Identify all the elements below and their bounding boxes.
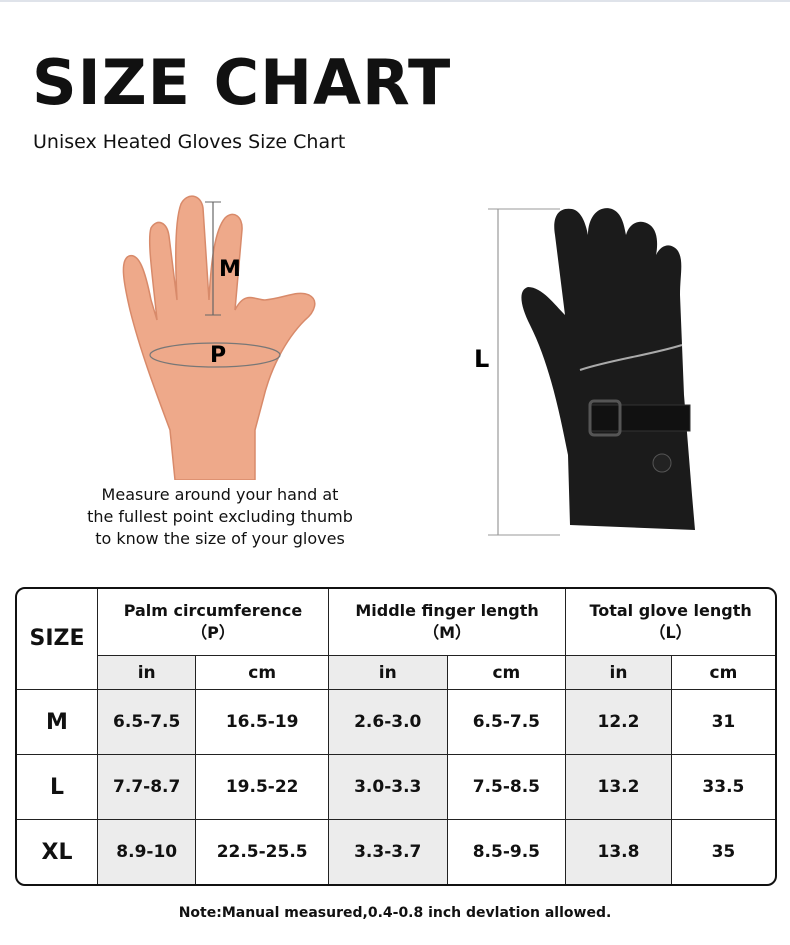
label-l: L [474, 345, 489, 373]
value-cell: 12.2 [566, 690, 672, 755]
caption-line: to know the size of your gloves [95, 529, 345, 548]
group-name: Palm circumference [123, 601, 303, 620]
value-cell: 13.8 [566, 820, 672, 884]
label-p: P [210, 343, 226, 368]
group-header-palm: Palm circumference （P） [98, 589, 329, 656]
caption-line: the fullest point excluding thumb [87, 507, 353, 526]
value-cell: 19.5-22 [196, 755, 329, 820]
value-cell: 31 [671, 690, 775, 755]
group-header-total-length: Total glove length （L） [566, 589, 775, 656]
measurement-note: Note:Manual measured,0.4-0.8 inch devlat… [178, 905, 612, 921]
value-cell: 33.5 [671, 755, 775, 820]
group-code: （P） [191, 623, 235, 642]
size-header: SIZE [17, 589, 98, 690]
size-cell: M [17, 690, 98, 755]
measure-caption: Measure around your hand at the fullest … [60, 484, 380, 550]
value-cell: 3.3-3.7 [328, 820, 448, 884]
value-cell: 2.6-3.0 [328, 690, 448, 755]
value-cell: 35 [711, 842, 736, 862]
glove-length-illustration: L [474, 208, 695, 536]
value-cell: 7.7-8.7 [98, 755, 197, 820]
group-header-middle-finger: Middle finger length （M） [328, 589, 567, 656]
value-cell: 8.5-9.5 [448, 820, 567, 884]
caption-line: Measure around your hand at [101, 485, 339, 504]
label-m: M [219, 257, 241, 282]
unit-header: cm [196, 656, 329, 690]
value-cell: 7.5-8.5 [447, 755, 567, 820]
group-code: （L） [649, 623, 692, 642]
value-cell: 16.5-19 [196, 690, 329, 755]
unit-header: in [566, 656, 672, 690]
value-cell: 6.5-7.5 [98, 690, 197, 755]
unit-header: in [98, 656, 197, 690]
value-cell: 6.5-7.5 [447, 690, 567, 755]
table-row: XL 8.9-10 22.5-25.5 3.3-3.7 8.5-9.5 13.8… [17, 820, 775, 884]
page-title: SIZE CHART [32, 46, 452, 119]
size-chart-table: SIZE Palm circumference （P） Middle finger… [15, 587, 777, 886]
top-divider [0, 0, 790, 2]
unit-header: cm [447, 656, 567, 690]
unit-header: cm [671, 656, 775, 690]
value-cell: 8.9-10 [98, 820, 197, 884]
value-cell: 22.5-25.5 [196, 820, 329, 884]
unit-header: in [328, 656, 448, 690]
group-name: Middle finger length [355, 601, 539, 620]
table-row: M 6.5-7.5 16.5-19 2.6-3.0 6.5-7.5 12.2 3… [17, 690, 775, 755]
group-name: Total glove length [589, 601, 752, 620]
hand-measurement-illustration: M P [122, 195, 316, 480]
value-cell: 3.0-3.3 [328, 755, 448, 820]
size-cell: L [17, 755, 98, 820]
value-cell: 13.2 [566, 755, 672, 820]
size-cell: XL [17, 820, 98, 884]
page-subtitle: Unisex Heated Gloves Size Chart [33, 131, 346, 153]
group-code: （M） [423, 623, 472, 642]
table-row: L 7.7-8.7 19.5-22 3.0-3.3 7.5-8.5 13.2 3… [17, 755, 775, 820]
